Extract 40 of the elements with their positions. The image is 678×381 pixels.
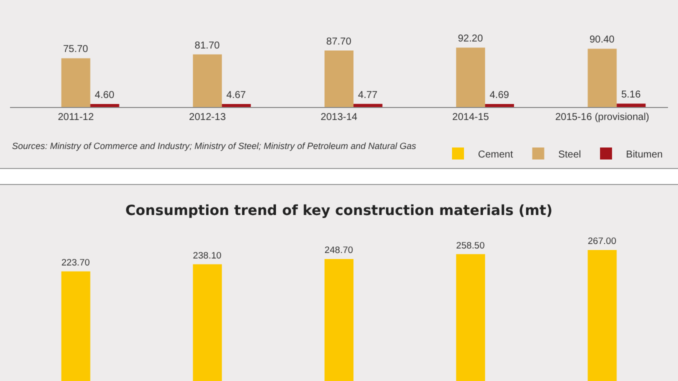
data-label: 223.70 [61, 258, 90, 268]
data-label: 81.70 [194, 40, 220, 52]
bar [616, 104, 646, 107]
x-tick-label: 2013-14 [320, 112, 358, 123]
x-tick-label: 2012-13 [189, 112, 226, 123]
bar [324, 259, 354, 381]
bar [61, 58, 90, 107]
data-label: 90.40 [589, 34, 615, 46]
legend-label: Steel [558, 149, 582, 160]
legend-label: Bitumen [626, 149, 663, 160]
data-label: 4.60 [94, 90, 115, 102]
x-tick-label: 2015-16 (provisional) [555, 112, 650, 123]
data-label: 4.77 [358, 90, 378, 101]
data-label: 75.70 [63, 44, 89, 56]
data-label: 248.70 [324, 245, 354, 256]
data-label: 87.70 [326, 36, 352, 48]
x-tick-label: 2011-12 [58, 112, 94, 123]
bar [222, 104, 251, 107]
data-label: 4.69 [490, 90, 510, 101]
data-label: 5.16 [621, 90, 642, 101]
bar [192, 264, 222, 381]
data-label: 258.50 [456, 240, 485, 250]
bar [485, 104, 514, 107]
data-label: 92.20 [458, 34, 484, 45]
bar [324, 50, 354, 107]
data-label: 267.00 [588, 236, 616, 246]
bar [456, 48, 486, 107]
bar [588, 250, 617, 381]
bar [90, 104, 120, 107]
data-label: 4.67 [226, 90, 246, 101]
x-tick-label: 2014-15 [452, 112, 490, 123]
bar [456, 254, 486, 381]
source-note: Sources: Ministry of Commerce and Industry; Ministry of Steel; Ministry of Petroleum and Natural Gas [12, 141, 417, 151]
legend-label: Cement [478, 149, 514, 160]
data-label: 238.10 [192, 250, 222, 260]
bar [192, 54, 222, 107]
bar [588, 48, 617, 107]
chart-title: Consumption trend of key construction materials (mt) [125, 202, 553, 219]
bar [61, 271, 90, 381]
bar [353, 104, 382, 107]
